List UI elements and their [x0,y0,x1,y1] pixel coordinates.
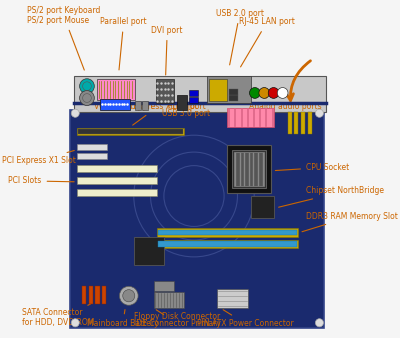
Circle shape [316,109,324,117]
Text: Mainboard Battery: Mainboard Battery [87,310,158,328]
Text: VGA/D-sub port: VGA/D-sub port [94,95,153,111]
Circle shape [80,91,94,105]
FancyBboxPatch shape [229,89,238,95]
FancyBboxPatch shape [288,112,292,134]
Circle shape [316,319,324,327]
FancyBboxPatch shape [156,79,174,103]
Circle shape [120,286,138,305]
FancyBboxPatch shape [207,76,251,103]
Text: USB 2.0 port: USB 2.0 port [216,9,264,65]
FancyBboxPatch shape [251,196,274,218]
Text: SATA Connector
for HDD, DVD ROM: SATA Connector for HDD, DVD ROM [22,304,94,328]
FancyBboxPatch shape [158,241,297,247]
FancyBboxPatch shape [89,286,93,304]
Text: DDR3 RAM Memory Slot: DDR3 RAM Memory Slot [302,212,398,232]
Circle shape [250,88,260,98]
FancyBboxPatch shape [77,165,157,172]
FancyBboxPatch shape [157,228,298,237]
Text: IDE Connector Primary: IDE Connector Primary [134,310,221,328]
Text: Floppy Disk Connector: Floppy Disk Connector [134,293,220,320]
FancyBboxPatch shape [154,292,184,308]
FancyBboxPatch shape [78,129,183,134]
FancyBboxPatch shape [157,240,298,248]
Text: Analog audio ports: Analog audio ports [249,97,322,111]
FancyBboxPatch shape [158,230,297,235]
Text: Parallel port: Parallel port [100,18,147,70]
FancyBboxPatch shape [77,144,107,150]
Text: PIN ATX Power Connector: PIN ATX Power Connector [197,310,294,328]
Circle shape [277,88,288,98]
FancyBboxPatch shape [189,97,198,103]
FancyBboxPatch shape [134,237,164,265]
FancyBboxPatch shape [229,95,238,101]
Circle shape [268,88,279,98]
FancyBboxPatch shape [82,286,86,304]
Circle shape [123,290,135,302]
FancyBboxPatch shape [189,90,198,96]
FancyBboxPatch shape [294,112,298,134]
FancyBboxPatch shape [232,150,266,188]
FancyBboxPatch shape [77,128,184,135]
FancyBboxPatch shape [95,286,100,304]
FancyBboxPatch shape [209,79,228,101]
Text: DVI port: DVI port [152,26,183,75]
FancyBboxPatch shape [97,79,136,100]
Circle shape [71,109,79,117]
FancyBboxPatch shape [301,112,305,134]
Text: RJ-45 LAN port: RJ-45 LAN port [239,18,295,67]
Text: PCI Express X16 Slot: PCI Express X16 Slot [119,102,198,125]
FancyBboxPatch shape [74,76,326,112]
Text: PCI Slots: PCI Slots [8,176,74,185]
Text: PS/2 port Keyboard
PS/2 port Mouse: PS/2 port Keyboard PS/2 port Mouse [27,5,100,70]
FancyBboxPatch shape [228,145,271,193]
FancyBboxPatch shape [154,281,174,291]
FancyBboxPatch shape [218,289,248,308]
Text: HDMI port: HDMI port [167,96,206,111]
FancyBboxPatch shape [136,101,141,110]
FancyBboxPatch shape [77,177,157,184]
FancyBboxPatch shape [100,99,130,110]
Circle shape [259,88,270,98]
FancyBboxPatch shape [142,101,148,110]
Circle shape [71,319,79,327]
FancyBboxPatch shape [102,286,106,304]
FancyBboxPatch shape [308,112,312,134]
FancyBboxPatch shape [228,108,274,127]
Text: PCI Express X1 Slot: PCI Express X1 Slot [2,150,76,165]
FancyBboxPatch shape [77,189,157,196]
FancyBboxPatch shape [177,95,187,110]
Circle shape [80,79,94,94]
FancyBboxPatch shape [77,153,107,159]
FancyBboxPatch shape [70,110,324,328]
FancyBboxPatch shape [234,152,264,186]
Text: USB 3.0 port: USB 3.0 port [162,102,210,118]
Text: CPU Socket: CPU Socket [275,163,349,172]
Text: Chipset NorthBridge: Chipset NorthBridge [279,187,384,207]
